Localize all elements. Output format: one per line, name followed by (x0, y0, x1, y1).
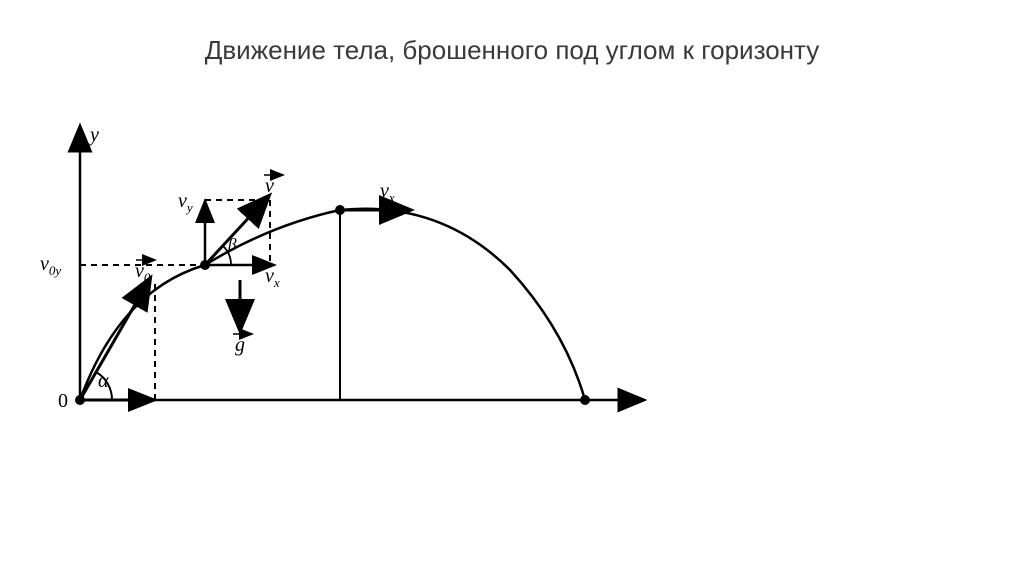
g-label: g (235, 334, 245, 357)
vx-mid-label: vx (265, 265, 280, 291)
vy-label: vy (178, 190, 193, 216)
trajectory (80, 209, 585, 400)
diagram-svg (40, 120, 660, 440)
vector-v (205, 199, 266, 265)
vx-apex-label: vx (380, 180, 395, 206)
end-point (580, 395, 590, 405)
mid-point (200, 260, 210, 270)
origin-point (75, 395, 85, 405)
vector-v0 (80, 282, 148, 400)
y-axis-label: y (90, 124, 99, 147)
alpha-label: α (98, 370, 109, 393)
apex-point (335, 205, 345, 215)
v-label: v (265, 175, 274, 198)
beta-label: β (228, 235, 236, 255)
page-title: Движение тела, брошенного под углом к го… (0, 35, 1024, 66)
projectile-diagram: y 0 v0y v0 α β vy v vx g vx (40, 120, 660, 445)
v0y-label: v0y (40, 253, 61, 279)
v0-label: v0 (135, 260, 150, 286)
origin-label: 0 (58, 390, 68, 413)
